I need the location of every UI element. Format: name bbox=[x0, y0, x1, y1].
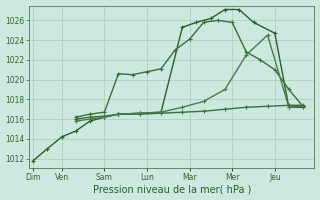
X-axis label: Pression niveau de la mer( hPa ): Pression niveau de la mer( hPa ) bbox=[92, 184, 251, 194]
